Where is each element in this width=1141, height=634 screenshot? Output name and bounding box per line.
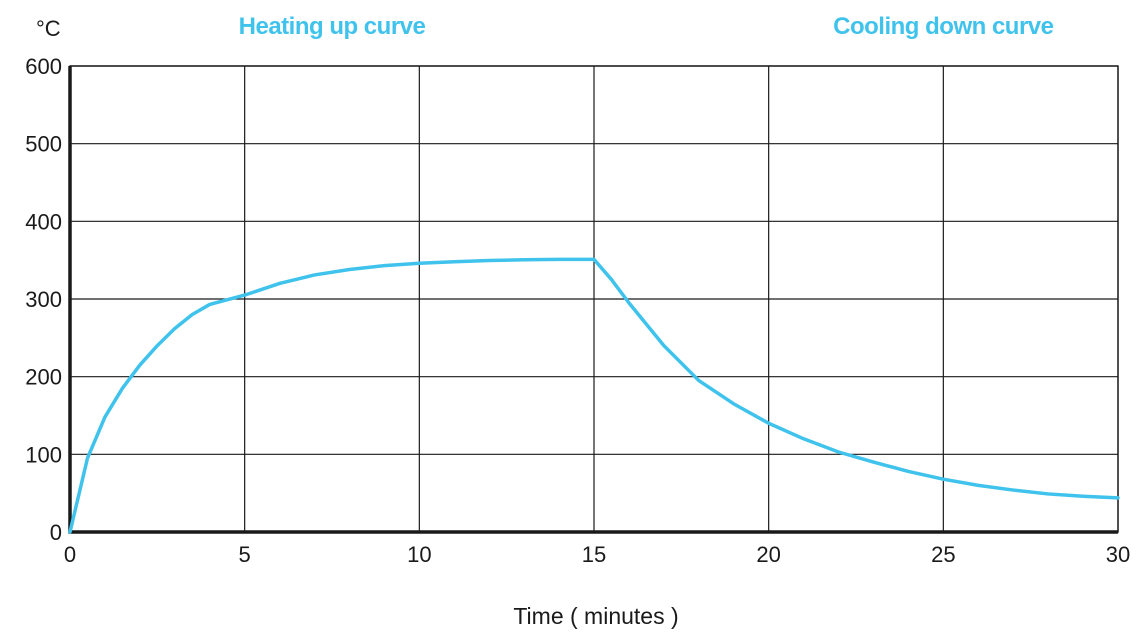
y-tick-label: 200 xyxy=(25,365,62,390)
x-tick-label: 30 xyxy=(1106,542,1130,567)
y-tick-label: 400 xyxy=(25,209,62,234)
axes xyxy=(68,66,1118,534)
x-tick-label: 10 xyxy=(407,542,431,567)
temperature-series-line xyxy=(68,257,1120,534)
phase-label-cooling: Cooling down curve xyxy=(833,13,1053,40)
x-tick-label: 5 xyxy=(239,542,251,567)
y-tick-label: 500 xyxy=(25,132,62,157)
x-axis-title: Time ( minutes ) xyxy=(513,603,678,629)
x-tick-label: 0 xyxy=(64,542,76,567)
y-axis-unit-label: °C xyxy=(36,16,61,41)
x-tick-label: 20 xyxy=(756,542,780,567)
y-tick-label: 100 xyxy=(25,442,62,467)
y-tick-label: 600 xyxy=(25,54,62,79)
phase-label-heating: Heating up curve xyxy=(239,13,426,40)
x-tick-label: 15 xyxy=(582,542,606,567)
series-layer xyxy=(68,257,1120,534)
y-tick-label: 0 xyxy=(50,520,62,545)
y-tick-label: 300 xyxy=(25,287,62,312)
x-tick-label: 25 xyxy=(931,542,955,567)
